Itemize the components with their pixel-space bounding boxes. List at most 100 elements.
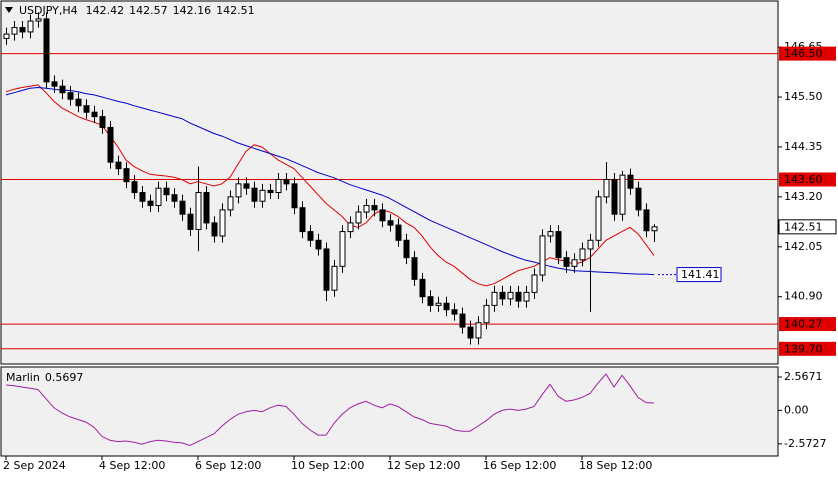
candle-body [3,33,10,39]
candle-body [155,187,162,207]
candle-body [627,174,634,189]
x-tick-label: 10 Sep 12:00 [291,459,364,472]
indicator-name: Marlin [6,371,40,384]
candle-body [323,248,330,291]
candle-body [131,181,138,194]
ma-label: 141.41 [681,268,720,281]
candle-body [331,265,338,291]
level-label-box [779,341,836,356]
candle-body [203,192,210,224]
candle-body [339,231,346,267]
candle-body [563,257,570,267]
ma-label-box [676,267,722,283]
indicator-title: Marlin 0.5697 [6,371,83,384]
candle-body [443,302,450,311]
y-tick-label: 0.00 [784,403,809,416]
moving-average [5,86,655,276]
y-tick-label: 2.5671 [784,370,823,383]
main-panel [0,0,779,365]
candle-body [83,105,90,113]
candle-body [603,179,610,198]
candle-body [115,161,122,170]
chart-title: USDJPY,H4 142.42 142.57 142.16 142.51 [19,4,255,17]
candle-body [643,209,650,232]
price-label: 142.51 [784,220,823,233]
x-tick-label: 6 Sep 12:00 [195,459,261,472]
candle-body [11,27,18,35]
candle-body [227,196,234,211]
candle-body [187,213,194,230]
candle-body [651,226,658,232]
candle-body [419,278,426,298]
indicator-value: 0.5697 [45,371,84,384]
candle-body [507,291,514,300]
last-high: 142.57 [129,4,168,17]
level-label: 139.70 [784,342,823,355]
indicator-line [5,373,655,447]
candle-body [139,192,146,202]
candle-body [451,309,458,315]
candle-body [107,126,114,163]
candle-body [571,259,578,267]
candle-body [403,239,410,259]
candle-body [283,179,290,185]
candle-body [315,239,322,250]
candle-body [355,211,362,224]
candle-body [459,313,466,328]
candle-body [483,304,490,324]
candle-body [523,291,530,302]
price-label-box [778,219,837,235]
candle-body [619,174,626,215]
candle-body [515,291,522,302]
level-label: 143.60 [784,173,823,186]
x-tick-label: 4 Sep 12:00 [99,459,165,472]
candle-body [387,220,394,226]
indicator-panel [0,366,779,457]
x-tick-label: 16 Sep 12:00 [483,459,556,472]
y-tick-label: 142.05 [784,240,823,253]
candle-body [467,326,474,339]
candle-body [43,18,50,83]
level-label-box [779,46,836,61]
candle-body [235,183,242,198]
y-tick-label: 144.35 [784,140,823,153]
candle-body [251,187,258,202]
y-tick-label: 143.20 [784,190,823,203]
candle-body [211,222,218,237]
candle-body [243,183,250,189]
candle-body [555,231,562,259]
y-tick-label: 145.50 [784,90,823,103]
x-tick-label: 12 Sep 12:00 [387,459,460,472]
candle-body [259,189,266,202]
candle-body [275,179,282,194]
x-tick-label: 2 Sep 2024 [3,459,66,472]
candle-body [171,194,178,202]
candle-body [91,111,98,118]
candle-body [267,189,274,194]
candle-body [147,200,154,207]
candle-body [123,168,130,183]
candle-body [635,187,642,211]
candle-body [611,179,618,215]
candle-body [307,231,314,241]
candle-body [75,98,82,107]
candle-body [371,205,378,211]
candle-body [51,81,58,87]
level-label-box [779,172,836,187]
candle-body [427,296,434,306]
candle-body [411,257,418,280]
candle-body [595,196,602,241]
candle-body [435,302,442,306]
last-low: 142.16 [173,4,212,17]
candle-body [27,20,34,33]
candle-body [99,116,106,128]
candle-body [587,239,594,250]
level-label: 140.27 [784,318,823,331]
candle-body [491,291,498,306]
last-open: 142.42 [86,4,125,17]
symbol: USDJPY,H4 [19,4,78,17]
candle-body [379,209,386,222]
level-label: 146.50 [784,47,823,60]
